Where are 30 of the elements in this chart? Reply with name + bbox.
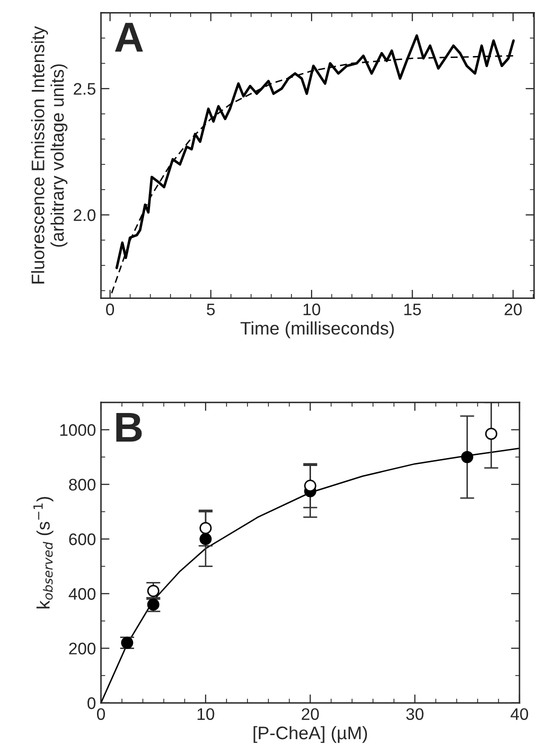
y-tick-label: 2.0 (74, 209, 96, 222)
annotation: A (115, 22, 143, 52)
y-tick-label: 600 (69, 533, 96, 546)
point (485, 428, 498, 440)
point (461, 450, 474, 464)
point (200, 532, 212, 546)
x-tick-label: 20 (302, 708, 319, 720)
y-tick-label: 200 (69, 642, 96, 654)
x-axis-title: Time (milliseconds) (240, 321, 394, 338)
x-tick-label: 30 (406, 708, 424, 720)
point (304, 480, 316, 492)
y-axis-title: k$_{observed}$ (s$^{−1}$) (33, 497, 54, 608)
annotation: B (116, 412, 142, 442)
x-axis-title: [P-CheA] (µM) (254, 726, 367, 743)
y-axis-title: Fluorescence Emission Intensity (arbitrary voltage units) (31, 26, 68, 284)
y-tick-label: 800 (69, 478, 96, 491)
x-tick-label: 10 (304, 304, 320, 316)
x-tick-label: 20 (504, 304, 522, 316)
y-tick-label: 1000 (60, 424, 96, 436)
point (147, 584, 160, 597)
x-tick-label: 15 (404, 304, 421, 316)
y-tick-label: 400 (68, 588, 96, 600)
x-tick-label: 0 (96, 708, 105, 720)
x-tick-label: 10 (198, 708, 214, 720)
x-tick-label: 40 (510, 708, 528, 720)
y-tick-label: 0 (88, 697, 96, 710)
x-tick-label: 5 (206, 304, 215, 316)
y-tick-label: 2.5 (74, 83, 96, 95)
point (200, 522, 212, 534)
x-tick-label: 0 (106, 304, 114, 316)
